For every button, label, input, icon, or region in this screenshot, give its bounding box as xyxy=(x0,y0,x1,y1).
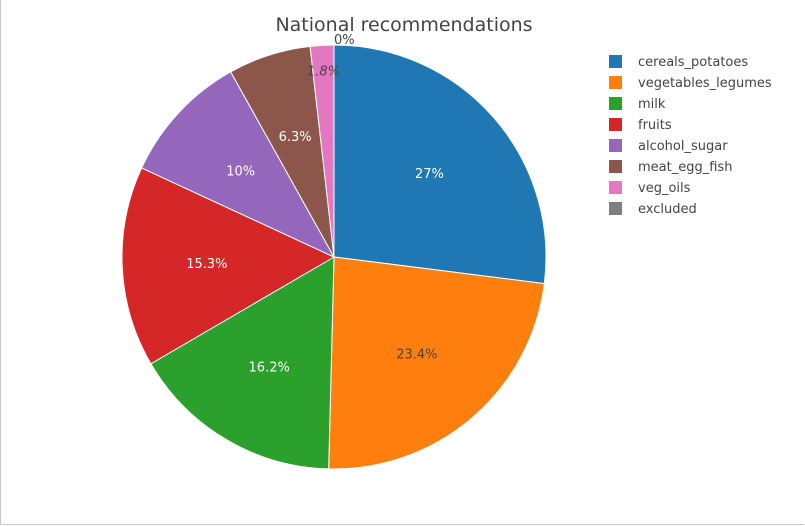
legend-label-fruits: fruits xyxy=(638,118,672,133)
slice-label-excluded: 0% xyxy=(334,33,355,48)
legend-label-cereals-potatoes: cereals_potatoes xyxy=(638,55,748,70)
pie-slice-vegetables-legumes[interactable] xyxy=(328,256,545,470)
pie-slice-fruits[interactable] xyxy=(121,167,336,365)
legend-item-alcohol-sugar[interactable]: alcohol_sugar xyxy=(609,139,728,154)
legend-label-alcohol-sugar: alcohol_sugar xyxy=(638,139,728,154)
slice-label-milk: 16.2% xyxy=(249,361,290,376)
slice-label-veg-oils: 1.8% xyxy=(307,65,340,80)
legend-label-vegetables-legumes: vegetables_legumes xyxy=(638,76,772,91)
legend-swatch-milk xyxy=(609,97,622,110)
legend-item-cereals-potatoes[interactable]: cereals_potatoes xyxy=(609,55,748,70)
pie-slice-alcohol-sugar[interactable] xyxy=(140,71,336,259)
slice-label-meat-egg-fish: 6.3% xyxy=(279,130,312,145)
slice-label-alcohol-sugar: 10% xyxy=(226,165,255,180)
slice-label-fruits: 15.3% xyxy=(186,257,227,272)
legend-swatch-fruits xyxy=(609,118,622,131)
pie-slice-milk[interactable] xyxy=(150,256,335,470)
legend-item-vegetables-legumes[interactable]: vegetables_legumes xyxy=(609,76,772,91)
legend-swatch-meat-egg-fish xyxy=(609,160,622,173)
legend-item-milk[interactable]: milk xyxy=(609,97,666,112)
legend-label-excluded: excluded xyxy=(638,202,697,217)
legend-swatch-excluded xyxy=(609,202,622,215)
legend-swatch-cereals-potatoes xyxy=(609,55,622,68)
slice-labels: 27% 23.4% 16.2% 15.3% 10% 6.3% 1.8% 0% xyxy=(186,33,444,376)
legend-label-veg-oils: veg_oils xyxy=(638,181,691,196)
legend-item-meat-egg-fish[interactable]: meat_egg_fish xyxy=(609,160,732,175)
slice-label-cereals-potatoes: 27% xyxy=(415,167,444,182)
pie-slices xyxy=(121,44,547,470)
legend-swatch-alcohol-sugar xyxy=(609,139,622,152)
legend-item-veg-oils[interactable]: veg_oils xyxy=(609,181,691,196)
chart-title: National recommendations xyxy=(275,14,532,36)
legend-item-excluded[interactable]: excluded xyxy=(609,202,697,217)
pie-slice-cereals-potatoes[interactable] xyxy=(333,44,547,285)
legend-label-milk: milk xyxy=(638,97,666,112)
legend-swatch-vegetables-legumes xyxy=(609,76,622,89)
legend-swatch-veg-oils xyxy=(609,181,622,194)
legend-item-fruits[interactable]: fruits xyxy=(609,118,672,133)
legend-label-meat-egg-fish: meat_egg_fish xyxy=(638,160,732,175)
pie-slice-veg-oils[interactable] xyxy=(309,44,335,258)
slice-label-vegetables-legumes: 23.4% xyxy=(396,348,437,363)
